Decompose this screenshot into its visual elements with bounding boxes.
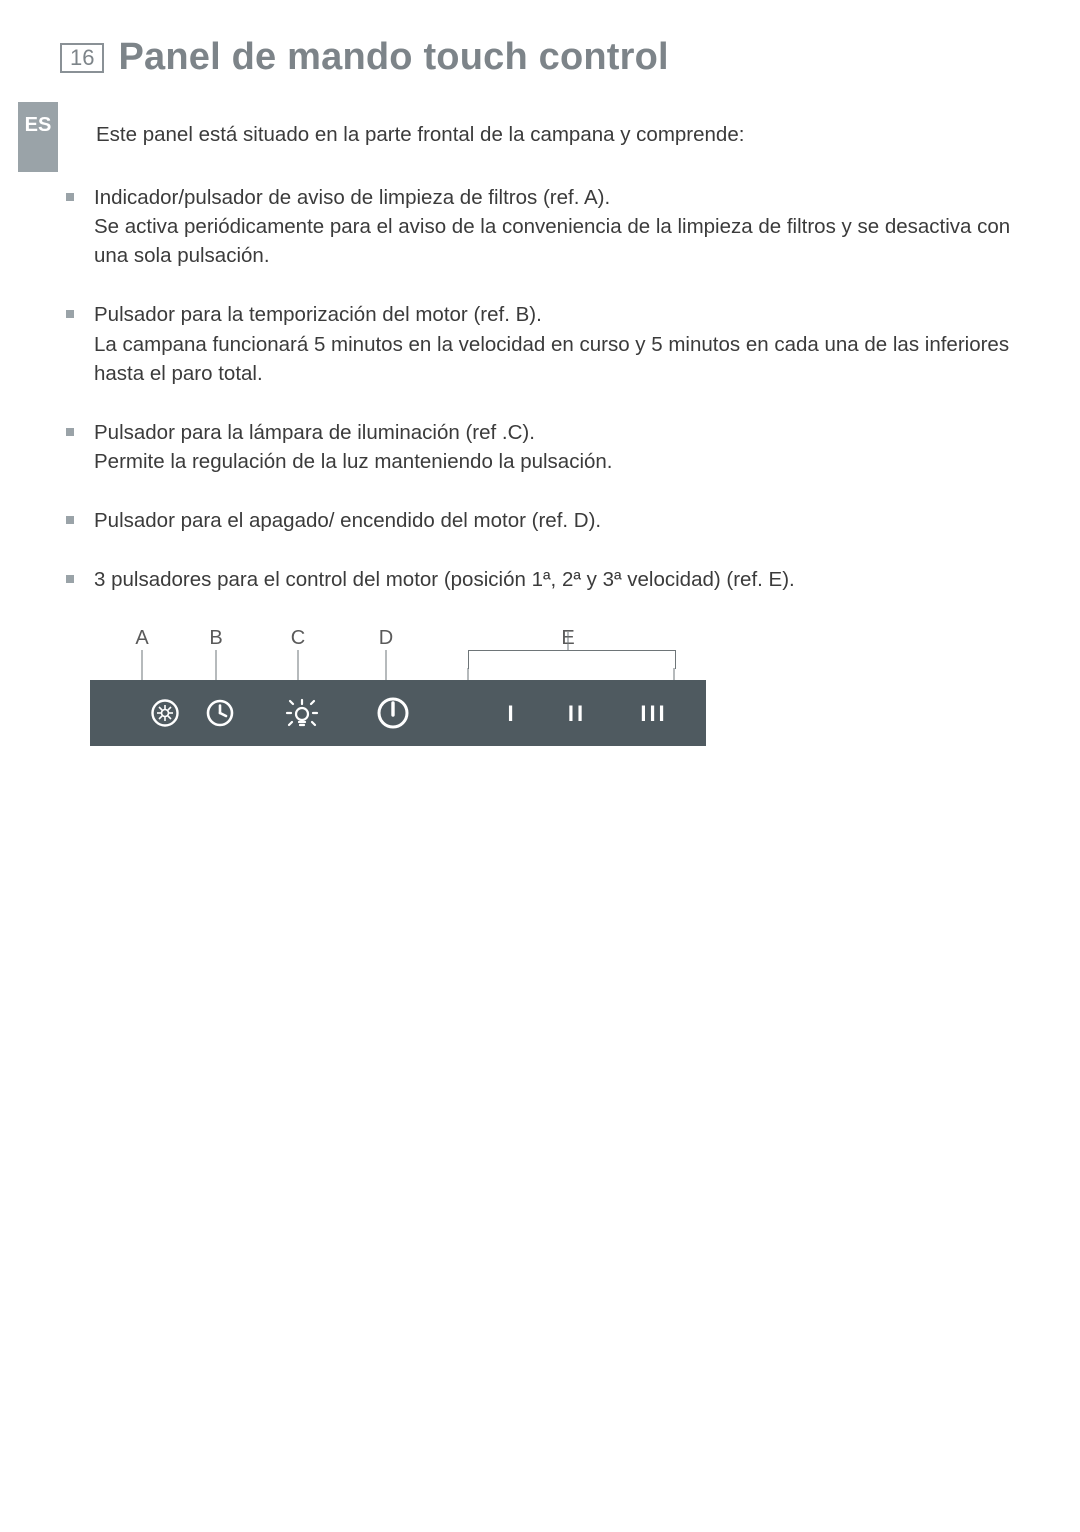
tick-b [216, 650, 217, 680]
bracket-leg [468, 668, 469, 680]
speed-2: II [542, 698, 612, 729]
label-b: B [209, 624, 222, 652]
body-content: Este panel está situado en la parte fron… [96, 120, 1016, 746]
list-item: Pulsador para el apagado/ encendido del … [80, 506, 1016, 535]
item-lead: 3 pulsadores para el control del motor (… [94, 568, 795, 591]
feature-list: Indicador/pulsador de aviso de limpieza … [96, 183, 1016, 594]
page-header: 16 Panel de mando touch control [60, 36, 669, 79]
roman-2: II [568, 698, 586, 729]
speed-1: I [482, 698, 542, 729]
section-number: 16 [60, 43, 104, 73]
item-lead: Indicador/pulsador de aviso de limpieza … [94, 186, 610, 209]
bracket-leg [674, 668, 675, 680]
item-rest: Permite la regulación de la luz mantenie… [94, 450, 613, 473]
item-lead: Pulsador para la lámpara de iluminación … [94, 421, 535, 444]
list-item: Pulsador para la temporización del motor… [80, 300, 1016, 387]
filter-icon [90, 698, 180, 728]
page: ES 16 Panel de mando touch control Este … [0, 0, 1080, 1532]
language-tab: ES [18, 102, 58, 172]
figure-labels: A B C D E [90, 624, 706, 680]
intro-text: Este panel está situado en la parte fron… [96, 120, 1016, 149]
clock-icon [180, 698, 260, 728]
label-c: C [291, 624, 305, 652]
speed-3: III [612, 698, 696, 729]
tick-a [142, 650, 143, 680]
bracket-stem-e [568, 632, 569, 650]
list-item: Indicador/pulsador de aviso de limpieza … [80, 183, 1016, 270]
roman-1: I [507, 698, 516, 729]
control-panel-bar: I II III [90, 680, 706, 746]
page-title: Panel de mando touch control [118, 36, 668, 79]
power-icon [344, 695, 442, 731]
roman-3: III [640, 698, 667, 729]
label-a: A [135, 624, 148, 652]
tick-c [298, 650, 299, 680]
tick-d [386, 650, 387, 680]
item-rest: Se activa periódicamente para el aviso d… [94, 215, 1010, 267]
label-d: D [379, 624, 393, 652]
lightbulb-icon [260, 696, 344, 730]
item-rest: La campana funcionará 5 minutos en la ve… [94, 333, 1009, 385]
list-item: 3 pulsadores para el control del motor (… [80, 565, 1016, 594]
list-item: Pulsador para la lámpara de iluminación … [80, 418, 1016, 476]
control-panel-figure: A B C D E [90, 624, 706, 746]
bracket-e [468, 650, 676, 669]
language-code: ES [25, 114, 52, 137]
item-lead: Pulsador para la temporización del motor… [94, 303, 542, 326]
item-lead: Pulsador para el apagado/ encendido del … [94, 509, 601, 532]
